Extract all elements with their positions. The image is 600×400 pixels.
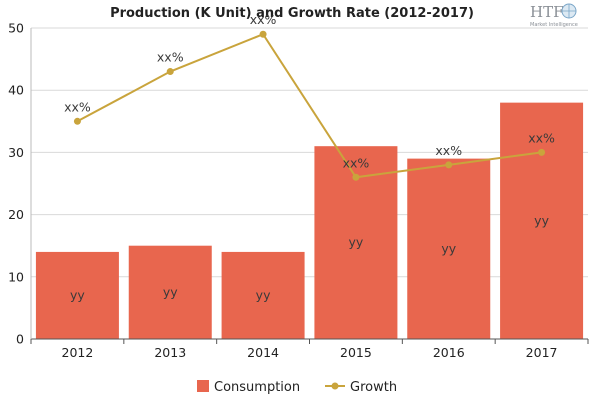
bar-labels: yy yy yy yy yy yy xyxy=(70,213,550,303)
x-tick-label: 2016 xyxy=(433,345,465,360)
bar-series xyxy=(35,102,584,339)
chart-title: Production (K Unit) and Growth Rate (201… xyxy=(110,6,474,21)
y-tick-label: 0 xyxy=(16,332,24,347)
bar xyxy=(35,251,119,339)
line-labels: xx% xx% xx% xx% xx% xx% xyxy=(64,12,555,170)
line-data-label: xx% xyxy=(64,99,91,114)
logo-text: HTF xyxy=(530,3,564,21)
legend-label-growth: Growth xyxy=(350,380,397,395)
x-tick-label: 2017 xyxy=(526,345,558,360)
bar xyxy=(500,102,584,339)
line-data-label: xx% xyxy=(528,130,555,145)
logo: HTF Market Intelligence xyxy=(530,3,578,28)
bar xyxy=(221,251,305,339)
x-tick-label: 2013 xyxy=(154,345,186,360)
legend-swatch-consumption xyxy=(197,380,209,392)
y-tick-label: 10 xyxy=(8,269,24,284)
bar-data-label: yy xyxy=(349,235,364,250)
growth-line xyxy=(76,32,542,179)
line-point xyxy=(445,161,453,169)
line-data-label: xx% xyxy=(250,12,277,27)
legend-label-consumption: Consumption xyxy=(214,380,300,395)
y-tick-label: 30 xyxy=(8,145,24,160)
x-tick-label: 2014 xyxy=(247,345,279,360)
logo-subtext: Market Intelligence xyxy=(530,22,578,28)
globe-icon xyxy=(561,3,577,19)
line-point xyxy=(259,30,267,38)
line-data-label: xx% xyxy=(343,155,370,170)
x-axis: 2012 2013 2014 2015 2016 2017 xyxy=(30,28,589,360)
bar xyxy=(128,245,212,339)
x-tick-label: 2012 xyxy=(62,345,94,360)
line-data-label: xx% xyxy=(157,50,184,65)
legend: Consumption Growth xyxy=(197,380,397,395)
bar-data-label: yy xyxy=(441,241,456,256)
y-axis: 0 10 20 30 40 50 xyxy=(8,21,24,347)
line-series xyxy=(73,30,546,181)
y-tick-label: 50 xyxy=(8,21,24,36)
x-tick-label: 2015 xyxy=(340,345,372,360)
bar-data-label: yy xyxy=(70,287,85,302)
y-tick-label: 20 xyxy=(8,207,24,222)
y-tick-label: 40 xyxy=(8,83,24,98)
grid xyxy=(31,27,588,278)
line-point xyxy=(166,68,174,76)
line-point xyxy=(538,148,546,156)
line-point xyxy=(73,117,81,125)
bar-data-label: yy xyxy=(163,284,178,299)
legend-marker-growth xyxy=(331,382,339,390)
line-point xyxy=(352,173,360,181)
line-data-label: xx% xyxy=(435,143,462,158)
bar-data-label: yy xyxy=(256,287,271,302)
bar-data-label: yy xyxy=(534,213,549,228)
bar xyxy=(407,158,491,339)
